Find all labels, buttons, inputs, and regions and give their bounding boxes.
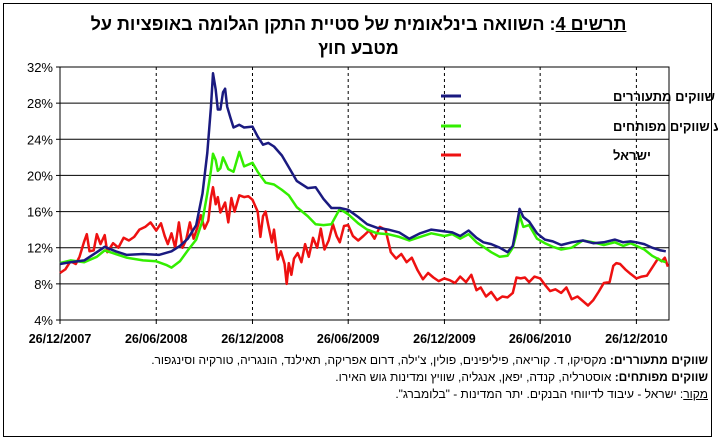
y-axis: 32% 28% 24% 20% 16% 12% 8% 4% xyxy=(27,60,60,328)
series-line-1 xyxy=(59,150,667,269)
y-tick-label: 16% xyxy=(27,205,53,220)
y-tick-label: 32% xyxy=(27,60,53,75)
note-developed-label: שווקים מפותחים: xyxy=(614,370,708,384)
chart-number: תרשים 4 xyxy=(555,14,627,34)
plot-area xyxy=(59,66,670,321)
chart-title-line2: מטבע חוץ xyxy=(318,38,399,58)
y-tick-label: 8% xyxy=(34,277,53,292)
legend-label: ישראל xyxy=(613,148,651,163)
x-tick-label: 26/12/2009 xyxy=(413,332,476,346)
x-tick-label: 26/06/2009 xyxy=(317,332,380,346)
note-source-label: מקור xyxy=(683,387,708,401)
note-source-text: : ישראל - עיבוד לדיווחי הבנקים. יתר המדי… xyxy=(395,387,684,401)
x-tick-label: 26/12/2010 xyxy=(605,332,668,346)
note-emerging-label: שווקים מתעוררים: xyxy=(609,353,708,367)
series-line-2 xyxy=(59,185,670,307)
y-tick-label: 24% xyxy=(27,132,53,147)
x-axis: 26/12/2007 26/06/2008 26/12/2008 26/06/2009… xyxy=(29,320,668,346)
note-emerging-text: מקסיקו, ד. קוריאה, פיליפינים, פולין, צ'י… xyxy=(151,353,610,367)
series-lines xyxy=(59,72,670,307)
note-source: מקור: ישראל - עיבוד לדיווחי הבנקים. יתר … xyxy=(18,386,708,403)
note-developed-text: אוסטרליה, קנדה, יפאן, אנגליה, שוויץ ומדי… xyxy=(335,370,615,384)
chart-notes: שווקים מתעוררים: מקסיקו, ד. קוריאה, פילי… xyxy=(18,352,708,403)
x-tick-label: 26/12/2007 xyxy=(29,332,92,346)
note-developed: שווקים מפותחים: אוסטרליה, קנדה, יפאן, אנ… xyxy=(18,369,708,386)
y-tick-label: 20% xyxy=(27,168,53,183)
y-tick-label: 28% xyxy=(27,96,53,111)
x-tick-label: 26/06/2010 xyxy=(509,332,572,346)
series-line-0 xyxy=(59,72,667,266)
grid xyxy=(59,66,670,321)
x-tick-label: 26/06/2008 xyxy=(125,332,188,346)
x-tick-label: 26/12/2008 xyxy=(221,332,284,346)
y-tick-label: 12% xyxy=(27,241,53,256)
legend-label: ממוצע שווקים מפותחים xyxy=(613,119,718,134)
chart-title: תרשים 4: השוואה בינלאומית של סטיית התקן … xyxy=(4,12,713,60)
legend-label: ממוצע שווקים מתעוררים xyxy=(613,89,718,104)
chart-title-line1: : השוואה בינלאומית של סטיית התקן הגלומה … xyxy=(90,14,556,34)
y-tick-label: 4% xyxy=(34,313,53,328)
legend: ממוצע שווקים מתעוררים ממוצע שווקים מפותחי… xyxy=(441,89,718,163)
note-emerging: שווקים מתעוררים: מקסיקו, ד. קוריאה, פילי… xyxy=(18,352,708,369)
